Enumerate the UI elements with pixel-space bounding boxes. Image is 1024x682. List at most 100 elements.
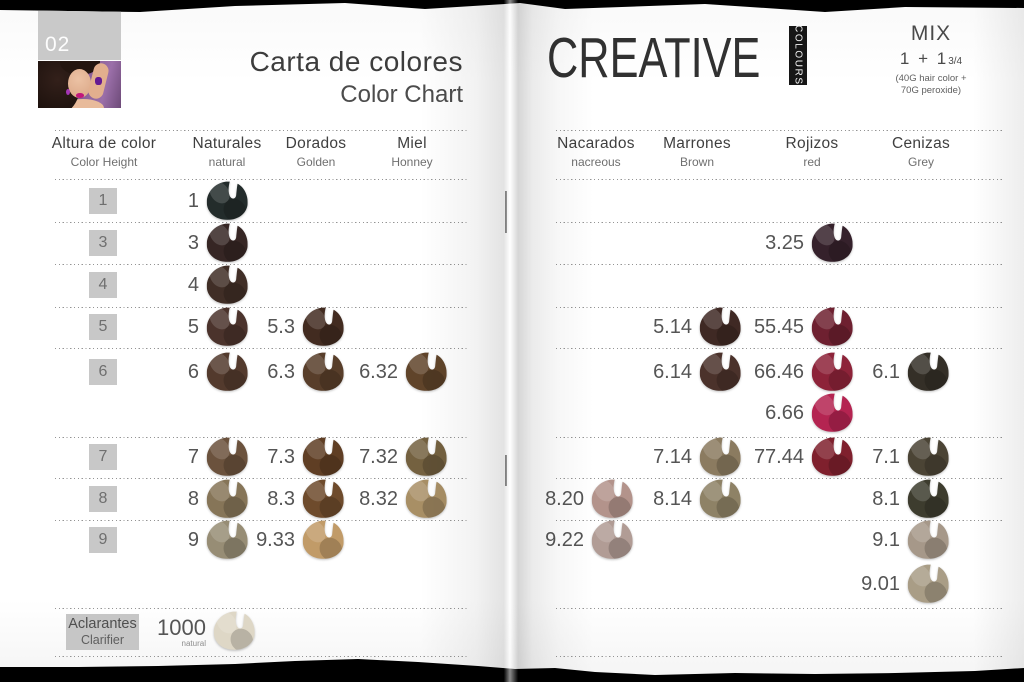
hair-curl-swatch xyxy=(302,307,344,346)
shade-swatch-cell: 9.33 xyxy=(202,518,346,562)
page-number: 02 xyxy=(45,33,71,56)
shade-swatch-cell: 7.32 xyxy=(305,435,449,479)
shade-code: 7.32 xyxy=(359,445,398,468)
hair-curl-swatch xyxy=(699,479,741,518)
hair-curl-swatch xyxy=(302,520,344,559)
shade-code: 7 xyxy=(187,445,199,468)
mix-heading: MIX xyxy=(910,22,952,45)
shade-code: 5 xyxy=(187,315,199,338)
hair-curl-swatch xyxy=(811,307,853,346)
model-ring xyxy=(95,77,102,85)
hair-curl-swatch xyxy=(206,265,248,304)
shade-code: 3.25 xyxy=(765,231,804,254)
shade-swatch-cell: 8.14 xyxy=(599,477,743,521)
model-photo xyxy=(38,61,121,108)
hair-curl-swatch xyxy=(811,223,853,262)
shade-code: 8.3 xyxy=(267,487,295,510)
hair-curl-swatch xyxy=(591,520,633,559)
dotted-divider xyxy=(556,179,1002,181)
shade-code: 9.22 xyxy=(545,528,584,551)
column-header-miel: Miel Honney xyxy=(391,135,433,169)
hair-curl-swatch xyxy=(907,564,949,603)
page-subtitle: Color Chart xyxy=(340,81,463,109)
shade-code: 7.14 xyxy=(653,445,692,468)
mix-instructions: MIX 1 + 13/4 (40G hair color + 70G perox… xyxy=(858,22,1004,98)
hair-curl-swatch xyxy=(907,437,949,476)
shade-code: 7.3 xyxy=(267,445,295,468)
mix-note: (40G hair color + 70G peroxide) xyxy=(895,73,967,97)
shade-swatch-cell: 55.45 xyxy=(711,305,855,349)
shade-code: 7.1 xyxy=(872,445,900,468)
shade-swatch-cell: 3.25 xyxy=(711,221,855,265)
shade-swatch-cell: 1000 natural xyxy=(113,609,257,653)
shade-swatch-cell: 4 xyxy=(106,263,250,307)
column-header-naturales: Naturales natural xyxy=(192,135,262,169)
shade-swatch-cell: 1 xyxy=(106,179,250,223)
hair-curl-swatch xyxy=(206,223,248,262)
shade-code: 6.66 xyxy=(765,401,804,424)
shade-code: 1000 natural xyxy=(113,615,211,648)
dotted-divider xyxy=(556,656,1002,658)
shade-code: 66.46 xyxy=(753,360,804,383)
shade-code: 9 xyxy=(187,528,199,551)
shade-code: 8 xyxy=(187,487,199,510)
dotted-divider xyxy=(55,130,468,132)
shade-code: 9.01 xyxy=(861,572,900,595)
shade-swatch-cell: 6.1 xyxy=(807,350,951,394)
shade-code: 6.3 xyxy=(267,360,295,383)
shade-code: 9.33 xyxy=(256,528,295,551)
shade-code: 8.20 xyxy=(545,487,584,510)
column-header-dorados: Dorados Golden xyxy=(285,135,347,169)
hair-curl-swatch xyxy=(405,479,447,518)
shade-code: 5.14 xyxy=(653,315,692,338)
shade-code: 8.14 xyxy=(653,487,692,510)
hair-curl-swatch xyxy=(213,611,255,650)
page-edge-mark xyxy=(505,455,507,486)
hair-curl-swatch xyxy=(907,520,949,559)
shade-code: 6 xyxy=(187,360,199,383)
column-header-rojizos: Rojizos red xyxy=(785,135,839,169)
dotted-divider xyxy=(556,608,1002,610)
page-edge-mark xyxy=(505,191,507,233)
hair-curl-swatch xyxy=(811,393,853,432)
shade-swatch-cell: 5.3 xyxy=(202,305,346,349)
dotted-divider xyxy=(55,656,468,658)
shade-swatch-cell: 9.01 xyxy=(807,562,951,606)
shade-code: 5.3 xyxy=(267,315,295,338)
page-title: Carta de colores xyxy=(249,46,463,77)
shade-code: 9.1 xyxy=(872,528,900,551)
shade-swatch-cell: 9.22 xyxy=(491,518,635,562)
shade-code: 8.1 xyxy=(872,487,900,510)
dotted-divider xyxy=(556,130,1002,132)
shade-code: 3 xyxy=(187,231,199,254)
shade-swatch-cell: 6.66 xyxy=(711,391,855,435)
column-header-altura: Altura de color Color Height xyxy=(51,135,157,169)
brand-badge: COLOURS xyxy=(789,25,807,86)
page-title-block: Carta de colores Color Chart xyxy=(160,46,463,109)
mix-ratio: 1 + 13/4 xyxy=(899,49,963,68)
shade-code: 4 xyxy=(187,273,199,296)
shade-code: 1 xyxy=(187,189,199,212)
model-lips xyxy=(76,93,84,98)
shade-swatch-cell: 7.1 xyxy=(807,435,951,479)
hair-curl-swatch xyxy=(907,352,949,391)
hair-curl-swatch xyxy=(405,437,447,476)
column-header-nacarados: Nacarados nacreous xyxy=(557,135,635,169)
model-earring xyxy=(66,89,70,95)
brand-logo: CREATIVE xyxy=(547,26,761,90)
shade-swatch-cell: 6.32 xyxy=(305,350,449,394)
shade-code-sublabel: natural xyxy=(181,638,206,648)
hair-curl-swatch xyxy=(206,181,248,220)
shade-code: 6.32 xyxy=(359,360,398,383)
shade-code: 6.1 xyxy=(872,360,900,383)
shade-code: 77.44 xyxy=(753,445,804,468)
mix-fraction: 3/4 xyxy=(948,56,963,67)
shade-swatch-cell: 8.1 xyxy=(807,477,951,521)
shade-swatch-cell: 9.1 xyxy=(807,518,951,562)
shade-code: 6.14 xyxy=(653,360,692,383)
shade-code: 8.32 xyxy=(359,487,398,510)
column-header-marrones: Marrones Brown xyxy=(663,135,731,169)
hair-curl-swatch xyxy=(907,479,949,518)
shade-swatch-cell: 3 xyxy=(106,221,250,265)
